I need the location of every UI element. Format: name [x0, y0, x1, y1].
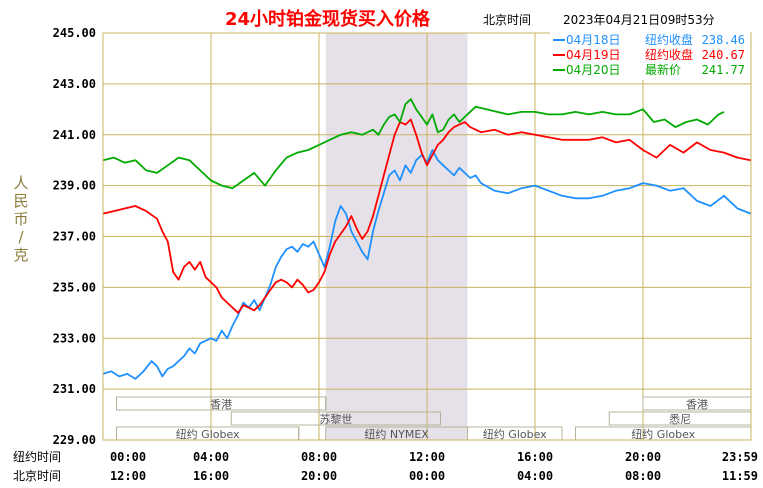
series-line-1 — [102, 149, 752, 380]
legend-series-name: 04月19日 — [566, 48, 621, 62]
y-tick-label: 235.00 — [53, 280, 96, 294]
legend-series-value: 238.46 — [702, 33, 745, 47]
zurich-row-session-box — [230, 411, 441, 426]
legend-series-value: 240.67 — [702, 48, 745, 62]
y-tick-label: 239.00 — [53, 179, 96, 193]
beijing-time-row-label: 北京时间 — [13, 469, 61, 483]
x-tick-label-ny: 16:00 — [517, 450, 553, 464]
legend-series-label: 纽约收盘 — [645, 32, 693, 47]
hong-kong-row-session-box — [116, 396, 327, 411]
x-tick-label-bj: 04:00 — [517, 469, 553, 483]
y-axis-ticks: 245.00 243.00 241.00 239.00 237.00 235.00 233.… — [53, 26, 96, 447]
x-tick-label-bj: 08:00 — [625, 469, 661, 483]
x-tick-label-bj: 00:00 — [409, 469, 445, 483]
y-axis-title-char: 克 — [13, 246, 28, 264]
x-tick-label-ny: 20:00 — [625, 450, 661, 464]
time-zone-label: 北京时间 — [483, 13, 531, 27]
x-tick-label-ny: 12:00 — [409, 450, 445, 464]
y-axis-title-char: 币 — [13, 210, 28, 228]
y-axis-title-char: 民 — [13, 192, 28, 210]
plot-frame — [102, 32, 752, 441]
zurich-row-session-label: 苏黎世 — [319, 412, 352, 426]
legend-series-label: 最新价 — [645, 62, 681, 77]
chart-title: 24小时铂金现货买入价格 — [225, 8, 431, 30]
x-tick-label-bj: 16:00 — [193, 469, 229, 483]
y-axis-title-char: / — [18, 228, 24, 246]
legend-background — [550, 32, 750, 80]
x-axis-ticks: 00:00 12:00 04:00 16:00 08:00 20:00 12:00 00:00… — [110, 450, 758, 483]
legend-series-name: 04月20日 — [566, 63, 621, 77]
new-york-row-session-label: 纽约 NYMEX — [364, 427, 429, 441]
x-tick-label-bj: 12:00 — [110, 469, 146, 483]
x-tick-label-ny: 04:00 — [193, 450, 229, 464]
y-tick-label: 233.00 — [53, 331, 96, 345]
x-tick-label-bj: 11:59 — [722, 469, 758, 483]
y-tick-label: 245.00 — [53, 26, 96, 40]
new-york-time-row-label: 纽约时间 — [13, 449, 61, 464]
x-tick-label-ny: 23:59 — [722, 450, 758, 464]
timestamp-label: 2023年04月21日09时53分 — [563, 13, 715, 27]
new-york-row-session-label: 纽约 Globex — [631, 427, 695, 441]
x-tick-label-ny: 08:00 — [301, 450, 337, 464]
y-axis-title: 人民币/克 — [13, 174, 28, 264]
hong-kong-row-session-label: 香港 — [210, 398, 232, 411]
legend-series-value: 241.77 — [702, 63, 745, 77]
series-line-2 — [102, 118, 751, 314]
zurich-row-session-label: 悉尼 — [669, 413, 691, 426]
legend-series-name: 04月18日 — [566, 33, 621, 47]
x-tick-label-bj: 20:00 — [301, 469, 337, 483]
y-tick-label: 241.00 — [53, 128, 96, 142]
y-tick-label: 237.00 — [53, 230, 96, 244]
y-tick-label: 229.00 — [53, 433, 96, 447]
x-tick-label-ny: 00:00 — [110, 450, 146, 464]
series-line-3 — [102, 98, 725, 190]
legend-series-label: 纽约收盘 — [645, 47, 693, 62]
new-york-row-session-label: 纽约 Globex — [176, 427, 240, 441]
hong-kong-row-session-label: 香港 — [686, 398, 708, 411]
price-series — [102, 98, 752, 380]
y-tick-label: 231.00 — [53, 382, 96, 396]
y-tick-label: 243.00 — [53, 77, 96, 91]
new-york-row-session-label: 纽约 Globex — [483, 427, 547, 441]
y-axis-title-char: 人 — [13, 174, 28, 192]
